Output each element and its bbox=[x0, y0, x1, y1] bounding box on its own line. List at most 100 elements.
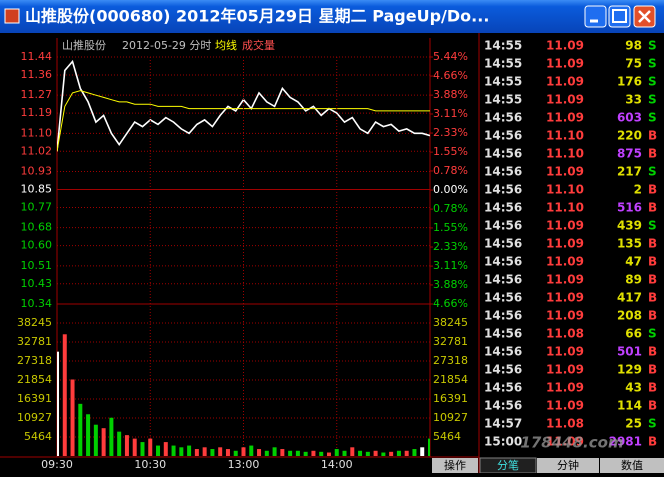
y-tick-label: 11.02 bbox=[21, 144, 53, 157]
trade-price: 11.09 bbox=[546, 309, 584, 323]
trade-side: S bbox=[648, 165, 657, 179]
trade-side: B bbox=[648, 255, 657, 269]
x-tick-label: 14:00 bbox=[321, 458, 353, 471]
volume-bar bbox=[179, 447, 184, 456]
y2-tick-label: 0.78% bbox=[433, 202, 468, 215]
y2-tick-label: 3.88% bbox=[433, 278, 468, 291]
trade-time: 14:56 bbox=[484, 345, 522, 359]
tab-bg[interactable] bbox=[600, 458, 664, 473]
trade-time: 14:56 bbox=[484, 237, 522, 251]
trade-volume: 516 bbox=[617, 201, 642, 215]
trade-side: B bbox=[648, 363, 657, 377]
trade-time: 14:55 bbox=[484, 57, 522, 71]
volume-bar bbox=[140, 442, 145, 456]
y-tick-label: 10.60 bbox=[21, 239, 53, 252]
trade-side: S bbox=[648, 75, 657, 89]
volume-bar bbox=[280, 449, 285, 456]
trade-volume: 43 bbox=[625, 381, 642, 395]
tab-label[interactable]: 分钟 bbox=[557, 458, 579, 472]
y2-tick-label: 4.66% bbox=[433, 69, 468, 82]
trade-side: B bbox=[648, 129, 657, 143]
volume-bar bbox=[342, 450, 347, 456]
trade-price: 11.08 bbox=[546, 417, 584, 431]
trade-side: S bbox=[648, 57, 657, 71]
tab-label[interactable]: 分笔 bbox=[497, 458, 519, 472]
volume-bar bbox=[311, 450, 316, 456]
y2-tick-label: 27318 bbox=[433, 354, 468, 367]
trade-side: B bbox=[648, 273, 657, 287]
volume-bar bbox=[171, 445, 176, 456]
trade-side: B bbox=[648, 183, 657, 197]
volume-bar bbox=[117, 431, 122, 456]
volume-bar bbox=[156, 445, 161, 456]
trade-price: 11.09 bbox=[546, 399, 584, 413]
trade-side: S bbox=[648, 417, 657, 431]
y-tick-label: 11.19 bbox=[21, 106, 53, 119]
y-tick-label: 11.44 bbox=[21, 50, 53, 63]
trade-price: 11.08 bbox=[546, 327, 584, 341]
legend-volume: 成交量 bbox=[242, 38, 275, 52]
trade-price: 11.09 bbox=[546, 165, 584, 179]
volume-bar bbox=[334, 449, 339, 456]
volume-bar bbox=[93, 424, 98, 456]
volume-bar bbox=[57, 351, 59, 456]
trade-side: B bbox=[648, 201, 657, 215]
trade-time: 14:56 bbox=[484, 219, 522, 233]
volume-bar bbox=[428, 438, 430, 456]
trade-time: 14:56 bbox=[484, 309, 522, 323]
maximize-icon bbox=[612, 9, 627, 23]
y-tick-label: 21854 bbox=[17, 373, 52, 386]
trade-time: 14:57 bbox=[484, 417, 522, 431]
chart-subtitle: 2012-05-29 分时 bbox=[122, 39, 211, 52]
trade-volume: 47 bbox=[625, 255, 642, 269]
volume-bar bbox=[326, 452, 331, 456]
y2-tick-label: 5.44% bbox=[433, 50, 468, 63]
y2-tick-label: 38245 bbox=[433, 316, 468, 329]
y-tick-label: 10.43 bbox=[21, 277, 53, 290]
trade-volume: 33 bbox=[625, 93, 642, 107]
tab-bg[interactable] bbox=[432, 458, 478, 473]
y-tick-label: 32781 bbox=[17, 335, 52, 348]
trade-side: B bbox=[648, 237, 657, 251]
volume-bar bbox=[187, 445, 192, 456]
y-tick-label: 27318 bbox=[17, 354, 52, 367]
volume-bar bbox=[319, 451, 324, 456]
trade-volume: 217 bbox=[617, 165, 642, 179]
watermark: 178448.com bbox=[520, 434, 623, 452]
volume-bar bbox=[70, 379, 75, 456]
trade-volume: 135 bbox=[617, 237, 642, 251]
y-tick-label: 16391 bbox=[17, 392, 52, 405]
volume-bar bbox=[86, 414, 91, 456]
trade-volume: 501 bbox=[617, 345, 642, 359]
trade-price: 11.09 bbox=[546, 255, 584, 269]
trade-volume: 417 bbox=[617, 291, 642, 305]
trade-time: 14:55 bbox=[484, 39, 522, 53]
tab-label[interactable]: 数值 bbox=[621, 459, 643, 472]
trade-volume: 25 bbox=[625, 417, 642, 431]
trade-side: S bbox=[648, 219, 657, 233]
x-tick-label: 09:30 bbox=[41, 458, 73, 471]
trade-time: 14:55 bbox=[484, 93, 522, 107]
trade-time: 14:56 bbox=[484, 183, 522, 197]
volume-bar bbox=[288, 450, 293, 456]
trade-volume: 114 bbox=[617, 399, 642, 413]
y-tick-label: 10.68 bbox=[21, 221, 53, 234]
volume-bar bbox=[218, 447, 223, 456]
trade-volume: 89 bbox=[625, 273, 642, 287]
window-buttons[interactable] bbox=[584, 5, 656, 28]
minimize-button[interactable] bbox=[584, 5, 607, 28]
trade-price: 11.09 bbox=[546, 93, 584, 107]
volume-bar bbox=[62, 334, 67, 456]
y2-tick-label: 32781 bbox=[433, 335, 468, 348]
volume-bar bbox=[233, 450, 238, 456]
trade-side: S bbox=[648, 327, 657, 341]
trade-side: S bbox=[648, 93, 657, 107]
trade-time: 15:00 bbox=[484, 435, 522, 449]
trade-time: 14:56 bbox=[484, 273, 522, 287]
trade-side: B bbox=[648, 345, 657, 359]
volume-bar bbox=[241, 447, 246, 456]
tab-bg[interactable] bbox=[537, 458, 599, 473]
volume-bar bbox=[303, 451, 308, 456]
y2-tick-label: 21854 bbox=[433, 373, 468, 386]
tab-label[interactable]: 操作 bbox=[444, 458, 466, 472]
